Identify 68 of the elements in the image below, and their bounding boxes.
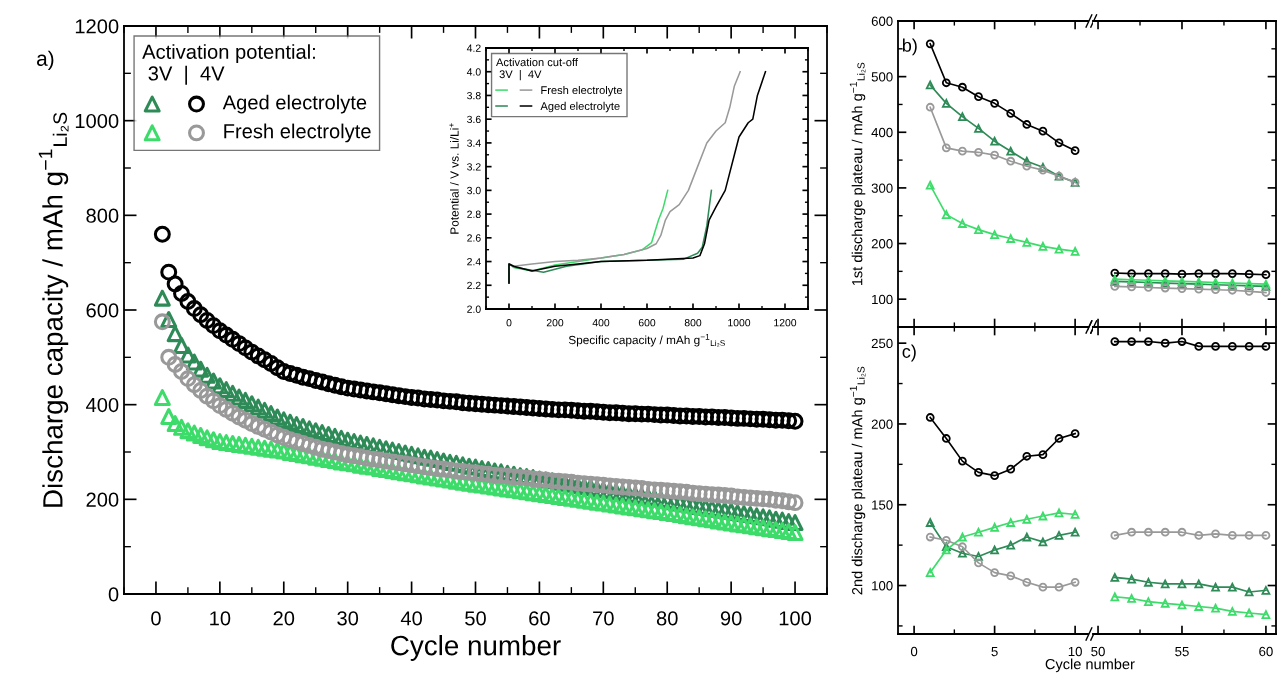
y-axis-title: 2nd discharge plateau / mAh g$^{−1}$$_{Li₂S}$	[849, 366, 866, 595]
y-tick-label: 0	[108, 587, 119, 602]
y-tick-label: 250	[871, 338, 893, 349]
legend-title: Activation cut-off 3V | 4V	[496, 58, 578, 81]
x-tick-label: 100	[779, 611, 812, 626]
y-tick-label: 2.0	[467, 305, 481, 313]
x-tick-label: 50	[1091, 646, 1105, 657]
y-tick-label: 3.6	[467, 115, 481, 124]
y-tick-label: 100	[872, 581, 893, 591]
text: a)	[37, 50, 54, 71]
y-tick-label: 4.0	[466, 68, 481, 76]
y-tick-label: 200	[871, 419, 893, 429]
legend-label: Aged electrolyte	[540, 101, 620, 113]
y-axis-title: Potential / V vs. Li/Li$^{+}$	[449, 123, 459, 234]
y-tick-label: 200	[871, 239, 893, 249]
x-tick-label: 20	[273, 611, 295, 626]
x-tick-label: 0	[910, 646, 918, 657]
y-tick-label: 400	[871, 127, 893, 138]
y-tick-label: 3.4	[467, 139, 481, 147]
x-tick-label: 90	[720, 611, 742, 626]
y-axis-title: Discharge capacity / mAh g$^{−1}$$_{Li₂S}$	[38, 112, 69, 507]
x-tick-label: 10	[210, 611, 231, 626]
legend-label: Aged electrolyte	[222, 94, 367, 114]
legend-label: Fresh electrolyte	[224, 123, 371, 143]
x-tick-label: 0	[151, 611, 161, 626]
y-tick-label: 2.8	[467, 210, 481, 218]
y-tick-label: 800	[86, 208, 119, 223]
y-tick-label: 3.2	[467, 163, 481, 171]
y-tick-label: 100	[872, 294, 893, 305]
x-tick-label: 10	[1068, 646, 1082, 657]
x-tick-label: 400	[592, 319, 610, 327]
x-tick-label: 30	[337, 611, 359, 626]
x-tick-label: 1000	[728, 319, 751, 327]
x-tick-label: 60	[1259, 646, 1273, 657]
y-tick-label: 2.4	[467, 258, 481, 266]
x-tick-label: 50	[465, 611, 486, 626]
y-tick-label: 2.2	[467, 281, 481, 290]
y-tick-label: 2.6	[467, 234, 481, 242]
y-tick-label: 150	[872, 500, 893, 510]
y-tick-label: 200	[86, 492, 119, 507]
x-tick-label: 1200	[774, 319, 797, 327]
y-tick-label: 300	[871, 183, 893, 193]
y-tick-label: 1000	[75, 113, 119, 129]
y-tick-label: 400	[86, 397, 119, 413]
y-tick-label: 3.0	[467, 186, 481, 195]
x-axis-title: Specific capacity / mAh g$^{−1}$$_{Li₂S}$	[568, 333, 725, 347]
y-tick-label: 1200	[75, 19, 119, 34]
y-axis-title: 1st discharge plateau / mAh g$^{−1}$$_{Li₂S}$	[849, 62, 866, 286]
y-tick-label: 600	[871, 16, 893, 26]
annotation: b)	[902, 38, 917, 56]
y-tick-label: 4.2	[466, 44, 481, 52]
y-tick-label: 3.8	[467, 91, 481, 100]
x-tick-label: 0	[506, 319, 512, 327]
x-tick-label: 80	[656, 611, 678, 626]
annotation: c)	[902, 344, 916, 362]
x-tick-label: 600	[638, 319, 656, 327]
x-tick-label: 70	[593, 611, 614, 626]
y-tick-label: 500	[871, 72, 893, 82]
x-tick-label: 5	[991, 646, 998, 657]
x-tick-label: 60	[529, 611, 550, 626]
legend-title: Activation potential: 3V | 4V	[142, 44, 315, 85]
x-axis-title: Cycle number	[391, 635, 561, 661]
legend-label: Fresh electrolyte	[541, 85, 623, 97]
x-tick-label: 55	[1175, 646, 1189, 657]
x-tick-label: 200	[546, 319, 564, 327]
x-tick-label: 40	[400, 611, 422, 626]
x-axis-title: Cycle number	[1045, 658, 1135, 673]
x-tick-label: 800	[684, 319, 702, 327]
